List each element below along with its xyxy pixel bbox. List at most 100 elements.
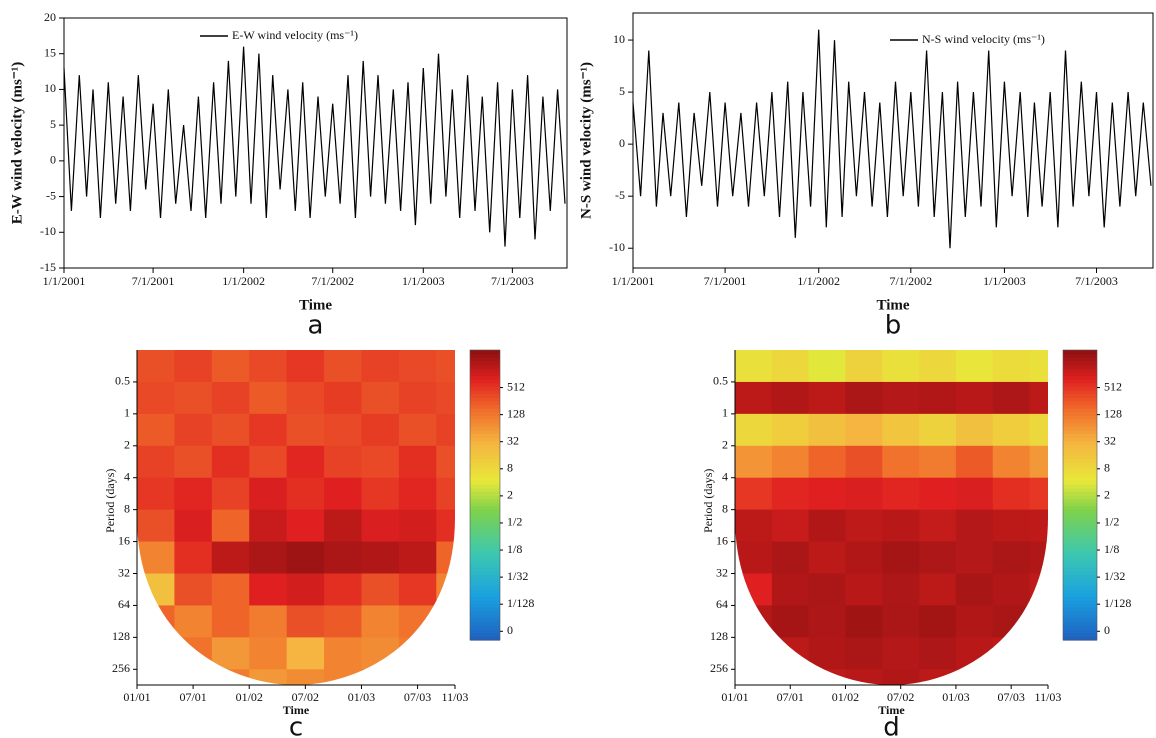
colorbar-step xyxy=(1063,415,1097,420)
heat-cell xyxy=(919,445,957,479)
colorbar-step xyxy=(1063,574,1097,579)
heat-cell xyxy=(845,350,883,383)
heat-cell xyxy=(436,413,455,447)
heatmap xyxy=(137,350,455,685)
heat-cell xyxy=(771,605,810,638)
colorbar-step xyxy=(470,382,500,387)
y-tick-label: 10 xyxy=(613,32,625,46)
heat-cell xyxy=(919,350,957,383)
colorbar-step xyxy=(1063,629,1097,634)
heat-cell xyxy=(137,477,175,511)
x-tick-label: 01/03 xyxy=(942,690,969,704)
colorbar-step xyxy=(470,360,500,366)
y-tick-label: 4 xyxy=(722,469,728,483)
heat-cell xyxy=(211,637,250,670)
heat-cell xyxy=(436,509,455,543)
colorbar-step xyxy=(470,437,500,442)
heat-cell xyxy=(361,541,400,575)
colorbar-step xyxy=(470,433,500,438)
colorbar-tick-label: 512 xyxy=(1104,379,1122,393)
x-tick-label: 07/02 xyxy=(887,690,914,704)
y-tick-label: 0.5 xyxy=(713,374,728,388)
colorbar-step xyxy=(470,451,500,456)
colorbar-step xyxy=(470,520,500,525)
colorbar-step xyxy=(470,578,500,583)
heat-cell xyxy=(992,509,1031,543)
colorbar-step xyxy=(1063,632,1097,637)
heat-cell xyxy=(137,605,175,638)
heat-cell xyxy=(324,605,362,638)
colorbar-frame xyxy=(1062,349,1098,641)
heat-cell xyxy=(808,350,846,383)
heat-cell xyxy=(249,541,288,575)
x-tick-label: 1/1/2002 xyxy=(222,274,265,288)
heat-cell xyxy=(324,413,362,447)
colorbar-step xyxy=(470,371,500,376)
colorbar-step xyxy=(470,618,500,623)
y-tick-label: 32 xyxy=(118,565,130,579)
colorbar-tick-label: 1/2 xyxy=(507,515,522,529)
heat-cell xyxy=(211,413,250,447)
heat-cell xyxy=(286,669,325,685)
x-tick-label: 1/1/2001 xyxy=(612,274,655,288)
colorbar-step xyxy=(470,469,500,474)
colorbar-step xyxy=(1063,563,1097,569)
heat-cell xyxy=(249,605,288,638)
colorbar-step xyxy=(1063,429,1097,434)
colorbar-step xyxy=(470,458,500,463)
heat-cell xyxy=(771,637,810,670)
x-tick-label: 7/1/2002 xyxy=(889,274,932,288)
y-tick-label: 2 xyxy=(722,438,728,452)
colorbar-step xyxy=(470,629,500,634)
colorbar-step xyxy=(470,524,500,529)
colorbar-step xyxy=(470,386,500,391)
heat-cell xyxy=(361,509,400,543)
colorbar-step xyxy=(470,585,500,590)
colorbar-step xyxy=(1063,571,1097,576)
y-tick-label: 32 xyxy=(716,565,728,579)
heat-cell xyxy=(398,477,437,511)
heat-cell xyxy=(845,541,883,575)
colorbar-step xyxy=(1063,502,1097,507)
y-tick-label: 128 xyxy=(710,629,728,643)
colorbar-step xyxy=(470,567,500,572)
heat-cell xyxy=(735,381,773,415)
heat-cell xyxy=(174,573,213,606)
heat-cell xyxy=(436,605,455,638)
heat-cell xyxy=(955,573,994,606)
colorbar-step xyxy=(1063,444,1097,449)
colorbar-step xyxy=(1063,545,1097,550)
colorbar-step xyxy=(1063,484,1097,489)
heat-cell xyxy=(992,381,1031,415)
heat-cell xyxy=(361,573,400,606)
colorbar-step xyxy=(470,404,500,409)
heat-cell xyxy=(324,509,362,543)
heat-cell xyxy=(249,445,288,479)
y-tick-label: 20 xyxy=(44,10,56,24)
colorbar-step xyxy=(1063,498,1097,503)
colorbar-step xyxy=(1063,614,1097,619)
colorbar-step xyxy=(470,466,500,471)
heat-cell xyxy=(882,509,920,543)
x-tick-label: 1/1/2003 xyxy=(402,274,445,288)
colorbar-step xyxy=(1063,408,1097,413)
y-tick-label: 0 xyxy=(619,136,625,150)
colorbar-step xyxy=(1063,618,1097,623)
heat-cell xyxy=(1029,350,1048,383)
colorbar-step xyxy=(470,476,500,482)
heat-cell xyxy=(398,605,437,638)
heat-cell xyxy=(137,445,175,479)
colorbar-step xyxy=(1063,455,1097,460)
heat-cell xyxy=(845,509,883,543)
heat-cell xyxy=(211,381,250,415)
colorbar-step xyxy=(470,447,500,453)
heat-cell xyxy=(436,477,455,511)
colorbar-step xyxy=(470,600,500,605)
colorbar-tick-label: 0 xyxy=(1104,623,1110,637)
heat-cell xyxy=(361,413,400,447)
heat-cell xyxy=(174,541,213,575)
x-axis-title: Time xyxy=(878,703,905,717)
heat-cell xyxy=(771,509,810,543)
heat-cell xyxy=(735,637,773,670)
heat-cell xyxy=(137,413,175,447)
